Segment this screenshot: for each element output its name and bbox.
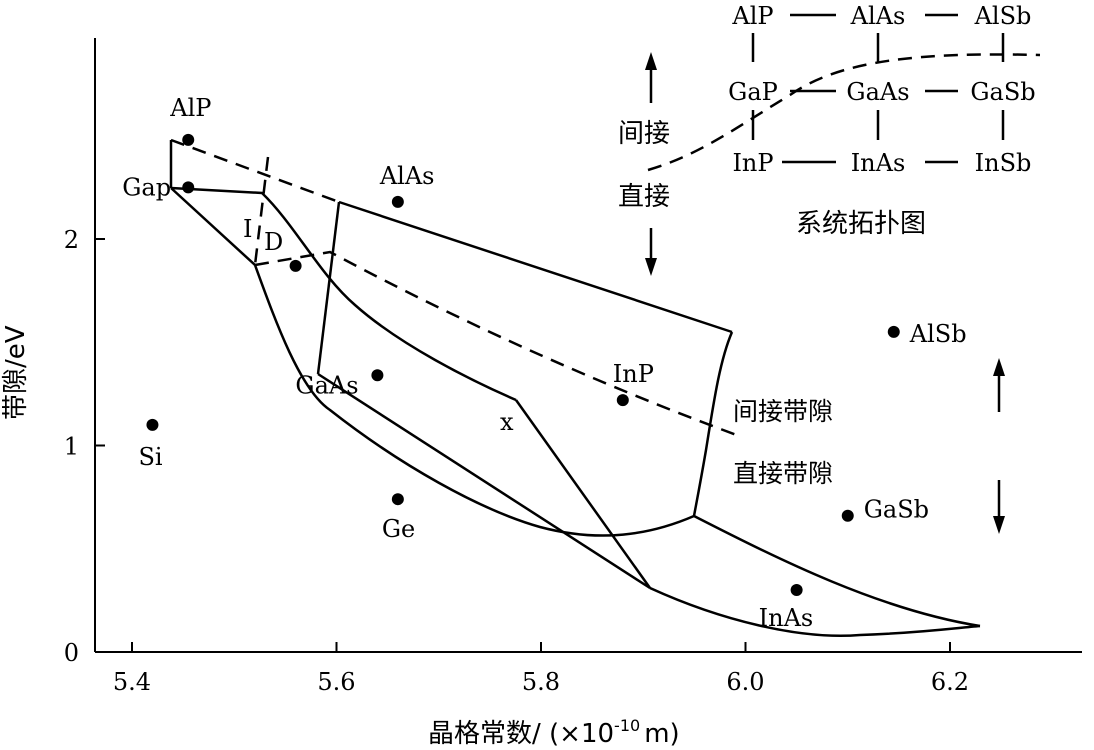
dash-crossover-vertical <box>253 156 270 266</box>
point-label-inas: InAs <box>759 604 814 632</box>
direct-gap-down-arrow <box>993 480 1005 534</box>
annotation-D: D <box>264 228 283 256</box>
x-tick-label: 6.2 <box>931 668 969 696</box>
direct-gap-label: 直接带隙 <box>733 459 833 488</box>
x-tick-label: 5.6 <box>317 668 355 696</box>
point-label-alas: AlAs <box>379 162 435 190</box>
point-alas <box>391 195 404 208</box>
line-inp-inas <box>514 399 652 589</box>
x-tick-label: 5.8 <box>522 668 560 696</box>
x-axis-title-exponent: -10 <box>614 716 640 735</box>
curve-gap-inp <box>170 186 517 402</box>
annotation-x: x <box>500 408 514 436</box>
line-alas-alsb <box>338 200 733 334</box>
point-label-ge: Ge <box>382 515 415 543</box>
point-gaas <box>371 369 384 382</box>
x-axis-title-main: 晶格常数/ (×10 <box>428 719 614 749</box>
dashed-boundaries <box>170 53 1041 439</box>
indirect-label: 间接 <box>618 119 670 149</box>
x-tick-label: 5.4 <box>113 668 151 696</box>
x-tick-label: 6.0 <box>726 668 764 696</box>
dash-alp-alas <box>170 138 340 204</box>
direct-label: 直接 <box>618 182 670 212</box>
topology-node-inp: InP <box>732 149 773 177</box>
topology-node-gasb: GaSb <box>970 78 1035 106</box>
point-ge <box>391 493 404 506</box>
x-axis-title: 晶格常数/ (×10-10 m) <box>428 716 680 749</box>
curve-alsb-gasb <box>692 331 734 517</box>
point-gap <box>182 181 195 194</box>
point-label-gap: Gap <box>122 173 171 201</box>
curve-d-gaas-gasb <box>253 264 695 537</box>
topology-title: 系统拓扑图 <box>796 209 926 239</box>
topology-connectors <box>751 13 1005 164</box>
y-tick-label: 1 <box>64 433 79 461</box>
y-tick-label: 0 <box>64 639 79 667</box>
x-axis-title-unit: m) <box>644 719 679 749</box>
point-label-alsb: AlSb <box>909 320 967 348</box>
topology-labels: AlP AlAs AlSb GaP GaAs GaSb InP InAs InSb <box>728 2 1035 177</box>
topology-node-gaas: GaAs <box>846 78 909 106</box>
axes <box>94 38 1082 653</box>
point-si <box>146 418 159 431</box>
line-gap-d <box>170 187 256 266</box>
dash-topology-boundary <box>647 53 1041 172</box>
topology-node-alsb: AlSb <box>974 2 1032 30</box>
point-inas <box>790 584 803 597</box>
topology-node-alas: AlAs <box>850 2 906 30</box>
point-label-gaas: GaAs <box>295 371 358 399</box>
topology-diagram: AlP AlAs AlSb GaP GaAs GaSb InP InAs InSb <box>728 2 1035 177</box>
point-label-inp: InP <box>613 360 654 388</box>
annotation-I: I <box>243 215 252 243</box>
topology-node-inas: InAs <box>851 149 906 177</box>
dash-indirect-boundary <box>254 250 743 439</box>
point-label-gasb: GaSb <box>864 496 929 524</box>
curve-inas-insb <box>649 586 981 637</box>
point-gasb <box>841 509 854 522</box>
indirect-gap-up-arrow <box>993 358 1005 412</box>
direct-down-arrow <box>645 228 657 276</box>
topology-node-alp: AlP <box>731 2 773 30</box>
point-crossover <box>289 259 302 272</box>
point-label-si: Si <box>138 443 162 471</box>
topology-node-gap: GaP <box>728 78 778 106</box>
data-points <box>146 133 900 597</box>
y-axis-title: 带隙/eV <box>1 325 31 420</box>
indirect-gap-label: 间接带隙 <box>733 397 833 426</box>
point-inp <box>616 394 629 407</box>
point-labels: AlPGapAlAsGaAsInPAlSbGaSbInAsInSbSiGe <box>122 94 967 632</box>
topology-node-insb: InSb <box>975 149 1032 177</box>
line-gasb-insb <box>693 514 981 628</box>
indirect-up-arrow <box>645 52 657 103</box>
connection-lines <box>169 140 981 637</box>
y-tick-label: 2 <box>64 226 79 254</box>
point-alsb <box>887 325 900 338</box>
x-ticks: 5.45.65.86.06.26.4 <box>113 642 969 696</box>
point-label-alp: AlP <box>169 94 211 122</box>
line-gaas-inas <box>317 372 651 590</box>
point-alp <box>182 133 195 146</box>
line-alas-gaas <box>316 201 341 375</box>
y-ticks: 0 1 2 <box>64 226 105 667</box>
